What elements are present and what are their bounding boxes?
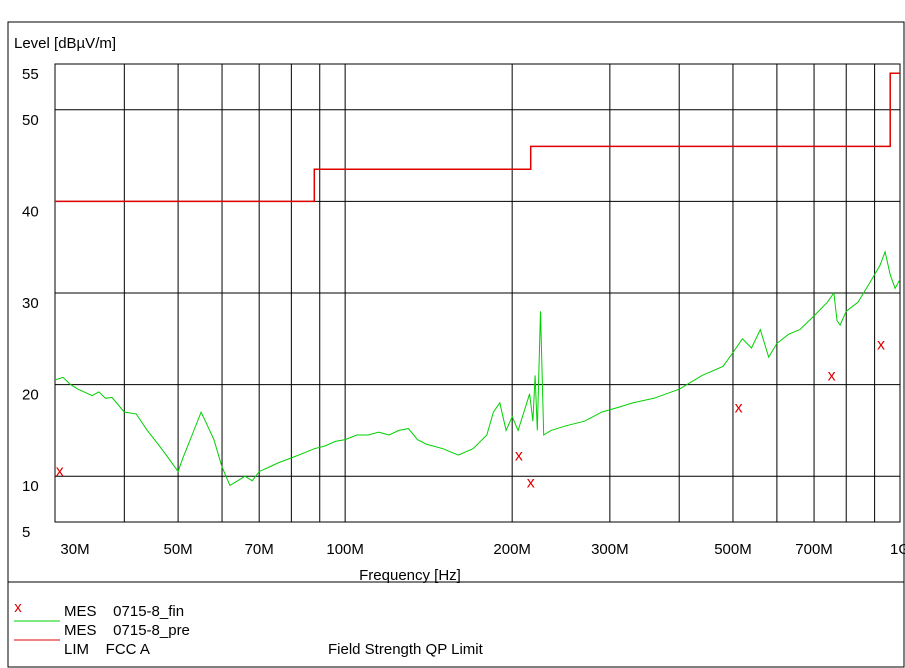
legend-label: LIM FCC A xyxy=(64,641,150,658)
x-tick-label: 300M xyxy=(591,541,629,558)
x-tick-label: 50M xyxy=(164,541,193,558)
x-tick-label: 100M xyxy=(326,541,364,558)
marker: x xyxy=(828,368,836,385)
marker: x xyxy=(527,475,535,492)
y-tick-label: 55 xyxy=(22,66,39,83)
y-tick-label: 50 xyxy=(22,112,39,129)
x-tick-label: 700M xyxy=(795,541,833,558)
x-axis-label: Frequency [Hz] xyxy=(359,567,461,584)
frame xyxy=(7,21,905,668)
marker: x xyxy=(56,463,64,480)
marker: x xyxy=(515,447,523,464)
marker: x xyxy=(735,400,743,417)
x-tick-label: 30M xyxy=(60,541,89,558)
legend-label: MES 0715-8_fin xyxy=(64,603,184,620)
y-tick-label: 5 xyxy=(22,524,30,541)
y-axis-label: Level [dBµV/m] xyxy=(14,35,116,52)
x-tick-label: 70M xyxy=(245,541,274,558)
x-tick-label: 200M xyxy=(493,541,531,558)
legend-label: MES 0715-8_pre xyxy=(64,622,190,639)
series-line xyxy=(55,250,900,487)
legend-description: Field Strength QP Limit xyxy=(328,641,484,658)
y-tick-label: 40 xyxy=(22,203,39,220)
y-tick-label: 30 xyxy=(22,295,39,312)
marker: x xyxy=(877,336,885,353)
legend-marker: x xyxy=(14,599,22,616)
x-tick-label: 500M xyxy=(714,541,752,558)
y-tick-label: 20 xyxy=(22,387,39,404)
x-tick-label: 1G xyxy=(890,541,905,558)
series-line xyxy=(55,72,900,203)
y-tick-label: 10 xyxy=(22,478,39,495)
